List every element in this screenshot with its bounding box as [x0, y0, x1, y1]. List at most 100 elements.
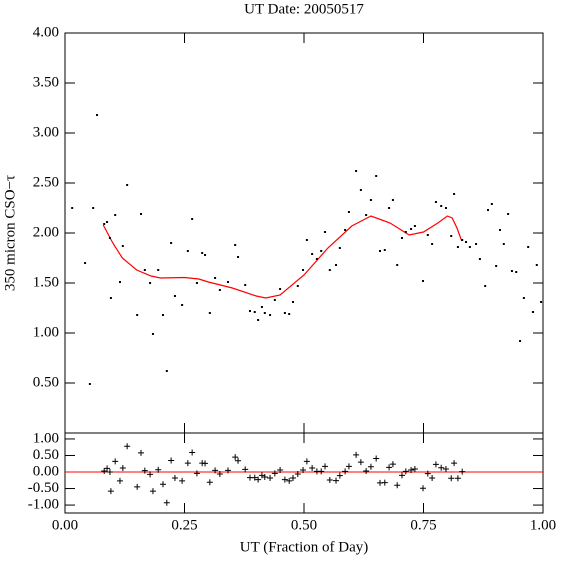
data-point	[186, 250, 189, 252]
data-point	[161, 314, 164, 316]
x-tick-label: 0.00	[52, 517, 78, 533]
data-point	[365, 214, 368, 216]
data-point	[253, 311, 256, 313]
data-point	[315, 258, 318, 260]
data-point	[347, 211, 350, 213]
data-point	[173, 295, 176, 297]
data-point	[440, 205, 443, 207]
data-point	[507, 213, 510, 215]
data-point	[383, 249, 386, 251]
residual-point	[107, 488, 114, 495]
data-point	[515, 271, 518, 273]
y-tick-label: 1.00	[33, 324, 59, 340]
data-point	[108, 237, 111, 239]
residual-point	[261, 473, 268, 480]
data-point	[431, 243, 434, 245]
y-tick-label: -0.50	[28, 480, 59, 496]
residual-point	[141, 467, 148, 474]
data-point	[248, 310, 251, 312]
data-point	[151, 333, 154, 335]
data-point	[195, 282, 198, 284]
data-point	[535, 264, 538, 266]
data-point	[344, 229, 347, 231]
residual-point	[134, 483, 141, 490]
data-point	[288, 313, 291, 315]
plot-frame	[64, 32, 544, 434]
residual-point	[163, 499, 170, 506]
data-point	[359, 189, 362, 191]
residual-point	[290, 474, 297, 481]
data-point	[208, 312, 211, 314]
data-point	[461, 239, 464, 241]
residual-point	[116, 477, 123, 484]
y-axis-label: 350 micron CSO−τ	[2, 175, 18, 291]
residual-point	[232, 454, 239, 461]
residual-point	[367, 463, 374, 470]
residual-point	[342, 468, 349, 475]
data-point	[273, 299, 276, 301]
residual-point	[189, 449, 196, 456]
fit-line	[102, 215, 463, 299]
residual-point	[438, 464, 445, 471]
residual-point	[159, 481, 166, 488]
residual-point	[442, 466, 449, 473]
data-point	[498, 229, 501, 231]
data-point	[450, 235, 453, 237]
residual-point	[294, 470, 301, 477]
data-point	[136, 314, 139, 316]
data-point	[201, 252, 204, 254]
residual-point	[206, 479, 213, 486]
data-point	[388, 207, 391, 209]
residual-point	[318, 468, 325, 475]
data-point	[379, 250, 382, 252]
residual-point	[300, 467, 307, 474]
data-point	[237, 256, 240, 258]
residual-point	[381, 479, 388, 486]
data-point	[375, 175, 378, 177]
data-point	[296, 285, 299, 287]
chart-title: UT Date: 20050517	[244, 1, 364, 17]
data-point	[214, 277, 217, 279]
residual-point	[408, 467, 415, 474]
residual-point	[373, 455, 380, 462]
residual-point	[451, 460, 458, 467]
y-tick-label: 2.50	[33, 174, 59, 190]
residual-point	[224, 467, 231, 474]
residual-point	[411, 466, 418, 473]
data-point	[422, 280, 425, 282]
residual-point	[124, 443, 131, 450]
data-point	[487, 209, 490, 211]
data-point	[170, 242, 173, 244]
data-point	[456, 246, 459, 248]
residual-point	[171, 474, 178, 481]
data-point	[157, 269, 160, 271]
data-point	[263, 312, 266, 314]
data-point	[404, 231, 407, 233]
data-point	[510, 270, 513, 272]
data-point	[96, 114, 99, 116]
data-point	[204, 254, 207, 256]
data-point	[468, 246, 471, 248]
data-point	[391, 199, 394, 201]
y-tick-label: 2.00	[33, 224, 59, 240]
data-point	[106, 221, 109, 223]
residual-point	[345, 463, 352, 470]
data-point	[335, 264, 338, 266]
residual-point	[112, 458, 119, 465]
data-point	[484, 285, 487, 287]
data-point	[355, 170, 358, 172]
data-point	[434, 201, 437, 203]
residual-point	[271, 470, 278, 477]
data-point	[444, 207, 447, 209]
residual-point	[389, 461, 396, 468]
data-point	[540, 301, 543, 303]
residual-point	[420, 485, 427, 492]
x-axis-label: UT (Fraction of Day)	[240, 539, 368, 555]
plot-frame	[64, 432, 544, 514]
data-point	[218, 289, 221, 291]
data-point	[257, 319, 260, 321]
residual-point	[119, 465, 126, 472]
residual-point	[267, 474, 274, 481]
residual-point	[357, 459, 364, 466]
